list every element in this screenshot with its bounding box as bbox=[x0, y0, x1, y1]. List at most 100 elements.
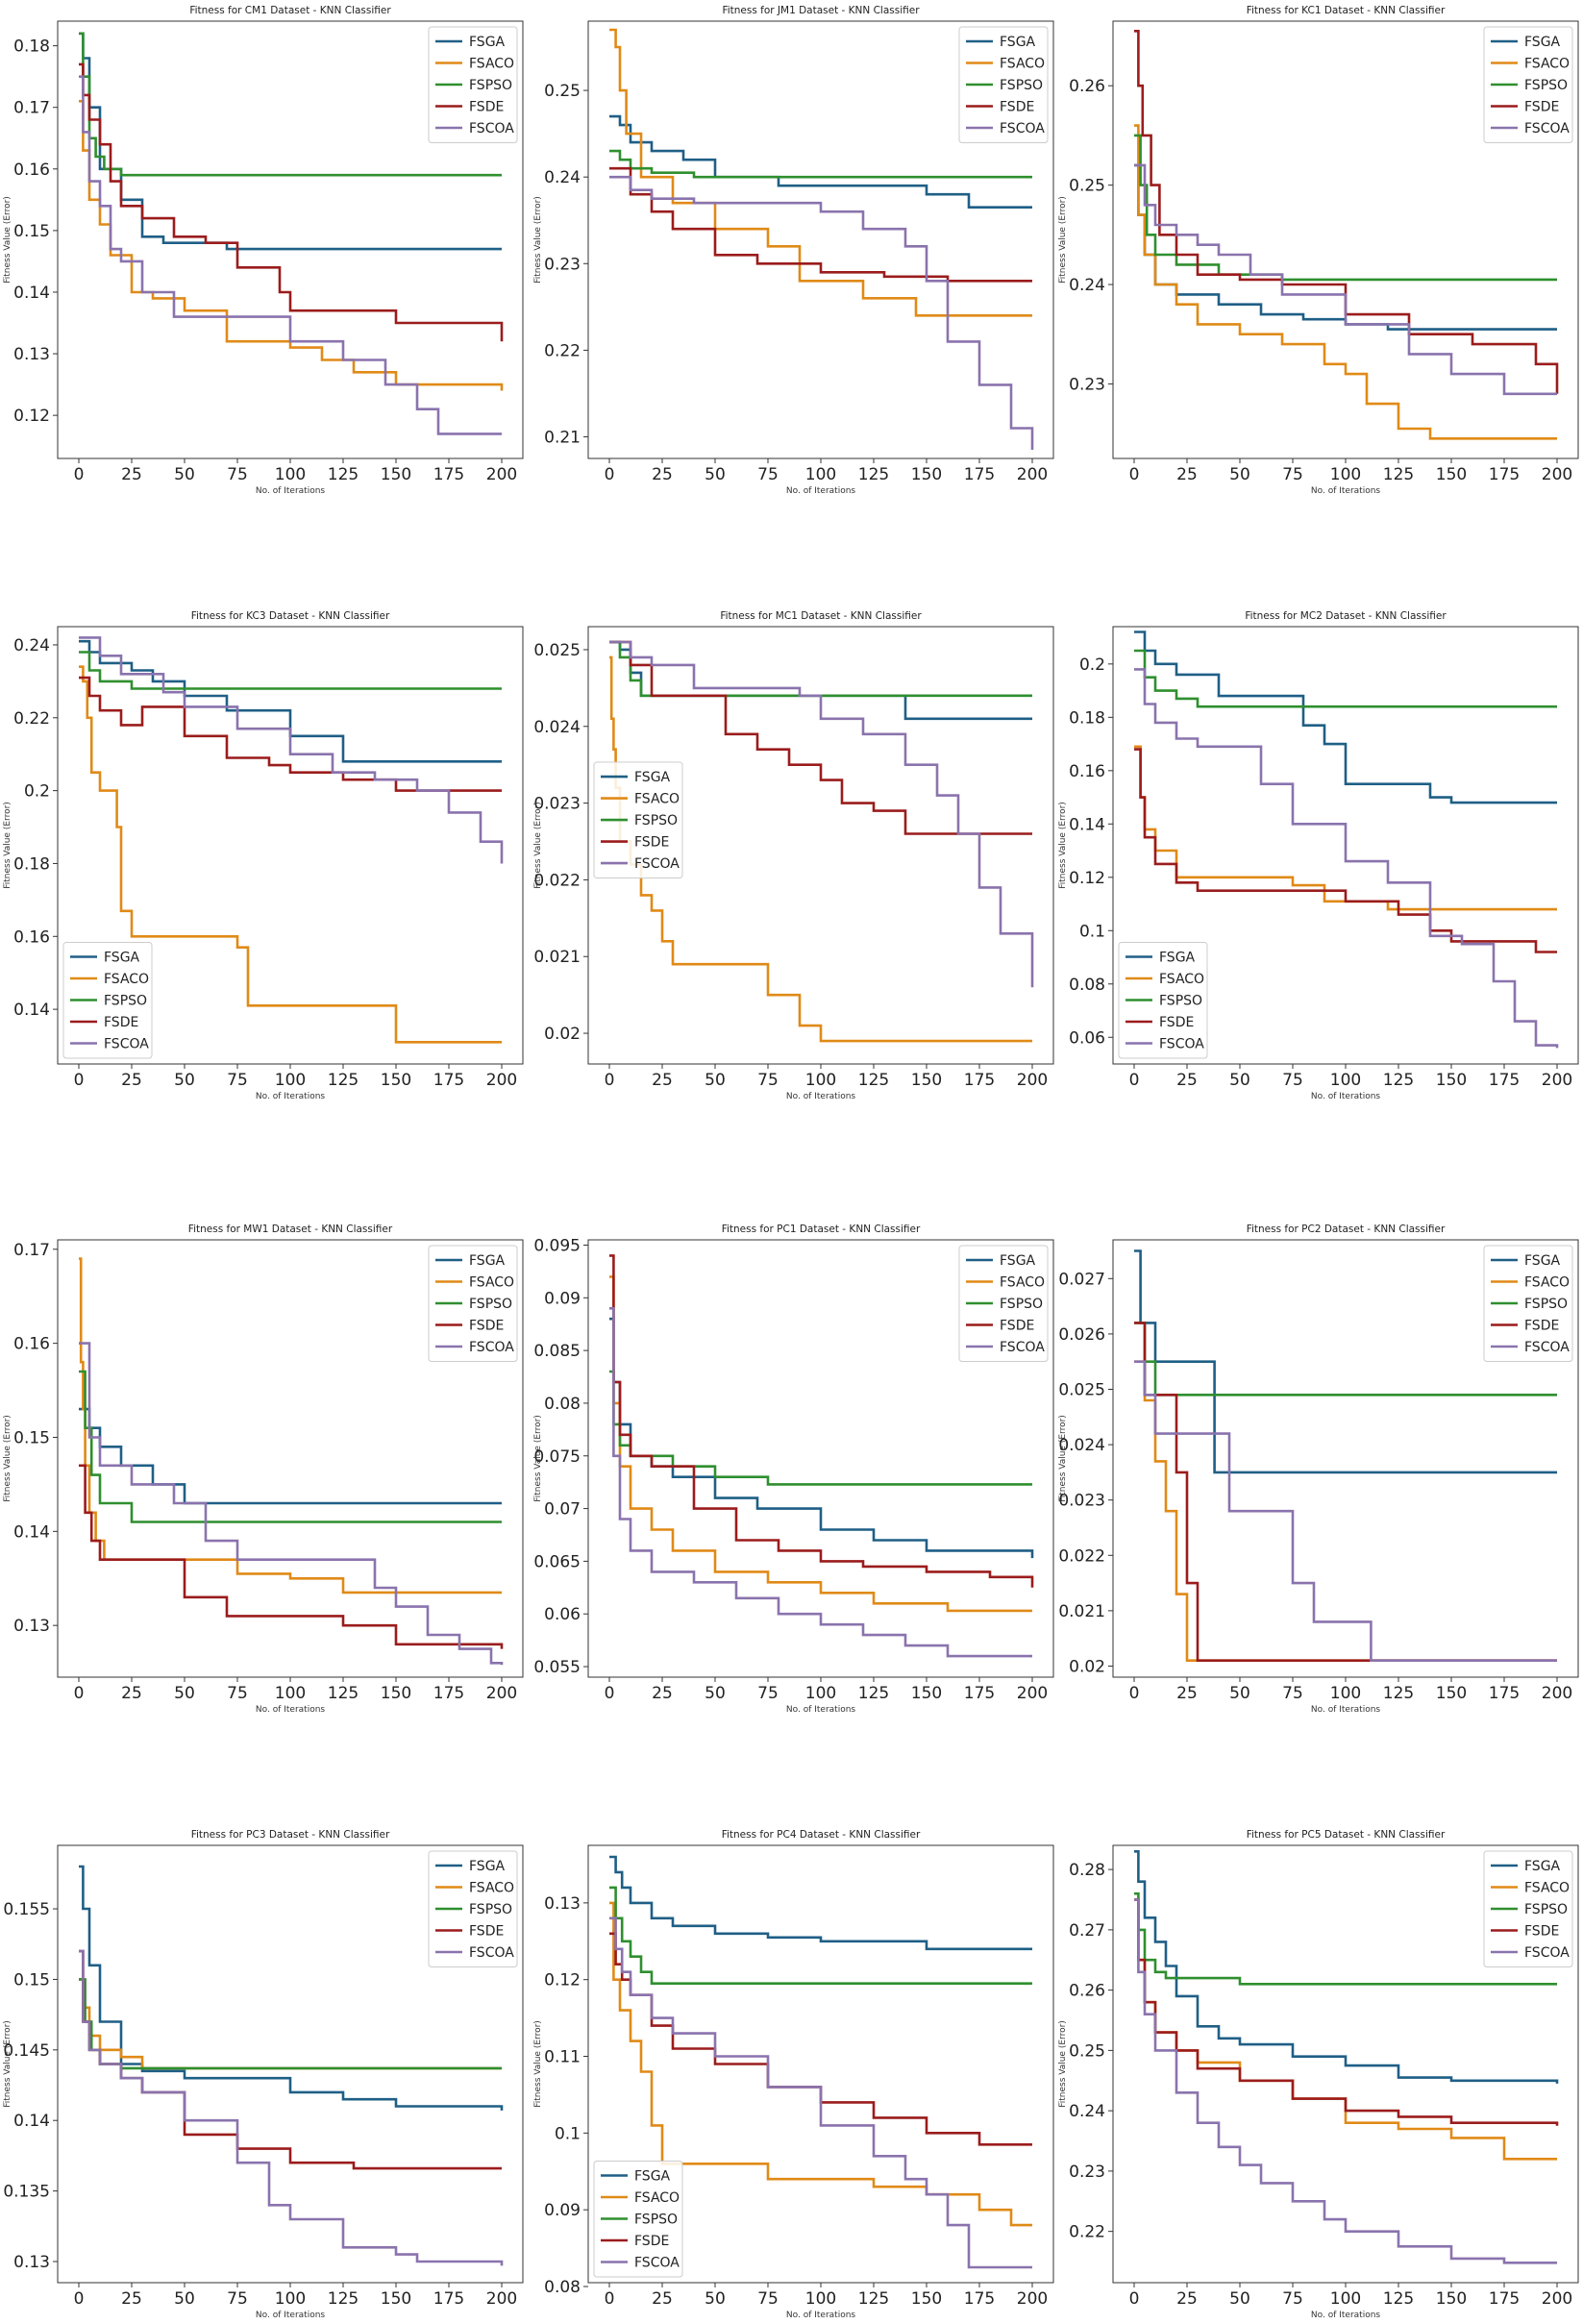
y-tick-label: 0.09 bbox=[544, 2201, 581, 2220]
legend-box bbox=[593, 761, 683, 879]
legend-label: FSACO bbox=[469, 1275, 514, 1291]
legend-label: FSACO bbox=[1524, 57, 1570, 72]
x-tick-label: 25 bbox=[121, 465, 142, 484]
y-tick-label: 0.27 bbox=[1069, 1921, 1105, 1941]
legend-box bbox=[958, 1245, 1049, 1362]
legend-label: FSGA bbox=[634, 2169, 671, 2185]
x-tick-label: 200 bbox=[1542, 2289, 1572, 2309]
x-tick-label: 125 bbox=[1383, 1684, 1414, 1703]
legend-label: FSPSO bbox=[469, 78, 512, 93]
x-tick-label: 150 bbox=[381, 1071, 411, 1090]
x-tick-label: 150 bbox=[911, 2289, 942, 2309]
y-tick-label: 0.16 bbox=[13, 927, 50, 947]
x-tick-label: 0 bbox=[605, 465, 615, 484]
x-tick-label: 125 bbox=[1383, 2289, 1414, 2309]
y-tick-label: 0.13 bbox=[544, 1894, 581, 1914]
y-tick-label: 0.07 bbox=[544, 1500, 581, 1520]
y-tick-label: 0.08 bbox=[544, 2278, 581, 2297]
legend-label: FSACO bbox=[1524, 1881, 1570, 1896]
chart-panel-4: Fitness for KC3 Dataset - KNN Classifier… bbox=[0, 606, 528, 1105]
x-axis-label: No. of Iterations bbox=[786, 486, 856, 496]
x-tick-label: 50 bbox=[174, 465, 195, 484]
legend-label: FSACO bbox=[634, 792, 680, 807]
y-axis-label: Fitness Value (Error) bbox=[533, 196, 543, 284]
x-tick-label: 100 bbox=[275, 1684, 306, 1703]
y-axis-label: Fitness Value (Error) bbox=[533, 1415, 543, 1502]
x-tick-label: 50 bbox=[705, 1684, 726, 1703]
legend-label: FSGA bbox=[1524, 35, 1561, 50]
y-tick-label: 0.28 bbox=[1069, 1861, 1105, 1880]
x-tick-label: 50 bbox=[705, 465, 726, 484]
series-line-fsde bbox=[79, 62, 504, 342]
y-tick-label: 0.16 bbox=[13, 1335, 50, 1354]
x-tick-label: 0 bbox=[1129, 1684, 1140, 1703]
y-tick-label: 0.15 bbox=[13, 1428, 50, 1447]
y-tick-label: 0.14 bbox=[13, 2112, 50, 2131]
legend-label: FSDE bbox=[634, 2234, 669, 2249]
x-tick-label: 125 bbox=[858, 1684, 889, 1703]
x-tick-label: 175 bbox=[964, 1684, 995, 1703]
y-tick-label: 0.022 bbox=[533, 871, 581, 890]
y-tick-label: 0.155 bbox=[3, 1900, 50, 1919]
x-tick-label: 50 bbox=[1229, 465, 1250, 484]
series-line-fspso bbox=[79, 1370, 502, 1523]
y-tick-label: 0.23 bbox=[544, 255, 581, 274]
legend-label: FSGA bbox=[1524, 1859, 1561, 1874]
chart-svg: Fitness for KC1 Dataset - KNN Classifier… bbox=[1058, 5, 1579, 496]
x-tick-label: 175 bbox=[433, 2289, 464, 2309]
x-tick-label: 75 bbox=[227, 1684, 248, 1703]
y-tick-label: 0.12 bbox=[1069, 869, 1105, 888]
chart-title: Fitness for MW1 Dataset - KNN Classifier bbox=[188, 1224, 393, 1235]
chart-title: Fitness for PC5 Dataset - KNN Classifier bbox=[1247, 1829, 1446, 1841]
series-line-fscoa bbox=[609, 175, 1034, 450]
chart-title: Fitness for KC3 Dataset - KNN Classifier bbox=[191, 610, 390, 622]
legend-label: FSACO bbox=[469, 57, 514, 72]
y-tick-label: 0.18 bbox=[1069, 708, 1105, 728]
y-tick-label: 0.23 bbox=[1069, 375, 1105, 394]
x-tick-label: 25 bbox=[1176, 1684, 1198, 1703]
x-tick-label: 75 bbox=[1282, 1071, 1303, 1090]
y-tick-label: 0.055 bbox=[533, 1658, 581, 1677]
x-tick-label: 75 bbox=[757, 465, 779, 484]
y-tick-label: 0.023 bbox=[1058, 1492, 1105, 1511]
y-tick-label: 0.24 bbox=[13, 636, 50, 655]
x-tick-label: 150 bbox=[1436, 1684, 1467, 1703]
x-tick-label: 175 bbox=[964, 2289, 995, 2309]
x-tick-label: 50 bbox=[1229, 1684, 1250, 1703]
legend-label: FSGA bbox=[1000, 1253, 1036, 1269]
series-line-fsaco bbox=[79, 665, 502, 1044]
x-tick-label: 25 bbox=[1176, 465, 1198, 484]
y-tick-label: 0.1 bbox=[555, 2124, 581, 2143]
legend-label: FSDE bbox=[469, 1924, 504, 1940]
x-tick-label: 75 bbox=[1282, 1684, 1303, 1703]
x-axis-label: No. of Iterations bbox=[1311, 1705, 1381, 1715]
x-tick-label: 100 bbox=[805, 465, 836, 484]
x-tick-label: 125 bbox=[328, 1071, 359, 1090]
legend-label: FSCOA bbox=[1000, 121, 1045, 136]
x-tick-label: 100 bbox=[1330, 1071, 1361, 1090]
y-tick-label: 0.022 bbox=[1058, 1546, 1105, 1566]
legend-box bbox=[428, 26, 518, 143]
x-tick-label: 25 bbox=[652, 2289, 673, 2309]
legend-label: FSCOA bbox=[1159, 1037, 1204, 1052]
x-tick-label: 150 bbox=[1436, 465, 1467, 484]
series-line-fsga bbox=[79, 1865, 504, 2111]
legend: FSGA FSACO FSPSO FSDE FSCOA bbox=[62, 942, 153, 1059]
y-tick-label: 0.027 bbox=[1058, 1270, 1105, 1289]
x-tick-label: 25 bbox=[1176, 1071, 1198, 1090]
legend-label: FSCOA bbox=[469, 1340, 514, 1355]
y-tick-label: 0.13 bbox=[13, 345, 50, 364]
x-tick-label: 0 bbox=[1129, 465, 1140, 484]
series-line-fsde bbox=[1134, 748, 1557, 953]
x-tick-label: 100 bbox=[275, 465, 306, 484]
legend-label: FSPSO bbox=[1524, 78, 1568, 93]
y-tick-label: 0.025 bbox=[1058, 1381, 1105, 1400]
x-tick-label: 0 bbox=[74, 465, 85, 484]
legend-label: FSDE bbox=[104, 1015, 138, 1030]
x-tick-label: 0 bbox=[605, 1684, 615, 1703]
y-axis-label: Fitness Value (Error) bbox=[3, 2020, 12, 2108]
chart-panel-6: Fitness for MC2 Dataset - KNN Classifier… bbox=[1055, 606, 1583, 1105]
legend-label: FSCOA bbox=[469, 1945, 514, 1961]
y-axis-label: Fitness Value (Error) bbox=[3, 1415, 12, 1502]
chart-title: Fitness for PC1 Dataset - KNN Classifier bbox=[722, 1224, 921, 1235]
